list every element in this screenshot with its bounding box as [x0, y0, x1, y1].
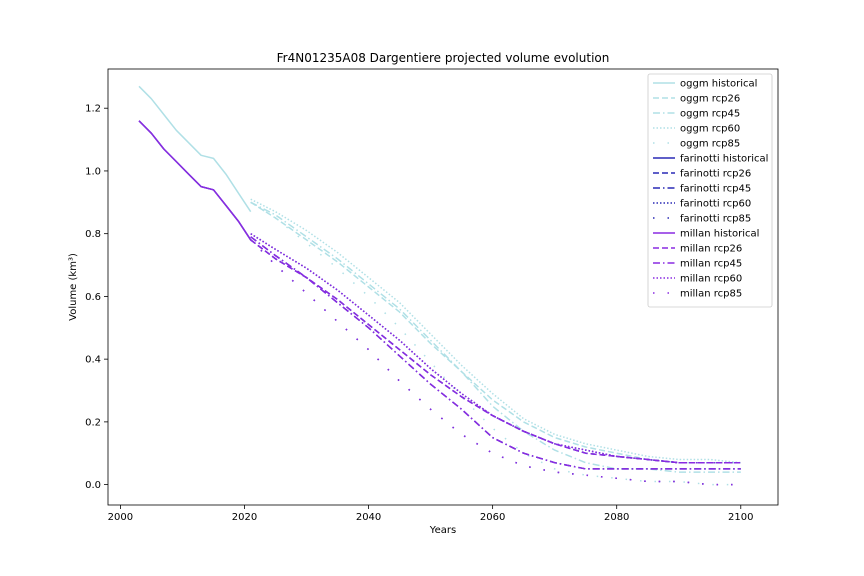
- legend-box: [647, 73, 773, 308]
- x-tick-label: 2040: [356, 512, 381, 523]
- x-tick-label: 2000: [108, 512, 133, 523]
- y-axis: 0.0 0.2 0.4 0.6 0.8 1.0 1.2: [85, 104, 108, 491]
- legend-label: farinotti rcp85: [680, 214, 751, 225]
- y-tick-label: 0.2: [85, 417, 101, 428]
- series-line-oggm-rcp60: [250, 198, 741, 464]
- y-axis-label: Volume (km³): [68, 253, 79, 321]
- x-tick-label: 2080: [604, 512, 629, 523]
- series-line-millan-rcp45: [250, 236, 741, 470]
- legend-label: millan historical: [680, 229, 759, 240]
- x-tick-label: 2100: [728, 512, 753, 523]
- legend-label: millan rcp60: [680, 274, 742, 285]
- legend-label: millan rcp45: [680, 259, 742, 270]
- y-tick-label: 1.2: [85, 104, 101, 115]
- legend: oggm historical oggm rcp26 oggm rcp45 oggm …: [647, 73, 773, 308]
- legend-label: oggm rcp26: [680, 94, 740, 105]
- legend-label: farinotti historical: [680, 154, 768, 165]
- legend-label: farinotti rcp60: [680, 199, 751, 210]
- x-axis: 2000 2020 2040 2060 2080 2100: [108, 505, 754, 523]
- legend-label: oggm rcp85: [680, 139, 740, 150]
- y-tick-label: 0.0: [85, 480, 101, 491]
- plot-area: [138, 85, 741, 486]
- x-axis-label: Years: [429, 525, 456, 536]
- y-tick-label: 0.8: [85, 229, 101, 240]
- y-tick-label: 0.6: [85, 292, 101, 303]
- legend-label: farinotti rcp45: [680, 184, 751, 195]
- chart-title: Fr4N01235A08 Dargentiere projected volum…: [277, 51, 610, 65]
- x-tick-label: 2060: [480, 512, 505, 523]
- y-tick-label: 1.0: [85, 166, 101, 177]
- legend-label: oggm historical: [680, 79, 757, 90]
- legend-label: oggm rcp45: [680, 109, 740, 120]
- y-tick-label: 0.4: [85, 355, 101, 366]
- series-line-oggm-historical: [138, 85, 252, 213]
- legend-label: millan rcp26: [680, 244, 742, 255]
- legend-label: farinotti rcp26: [680, 169, 751, 180]
- legend-label: millan rcp85: [680, 289, 742, 300]
- x-tick-label: 2020: [232, 512, 257, 523]
- axes-frame: [107, 68, 779, 506]
- series-line-oggm-rcp45: [250, 201, 741, 473]
- y-axis-label-text: Volume (km³): [68, 253, 79, 321]
- legend-label: oggm rcp60: [680, 124, 740, 135]
- series-line-millan-historical: [138, 120, 252, 241]
- series-line-millan-rcp60: [250, 233, 741, 464]
